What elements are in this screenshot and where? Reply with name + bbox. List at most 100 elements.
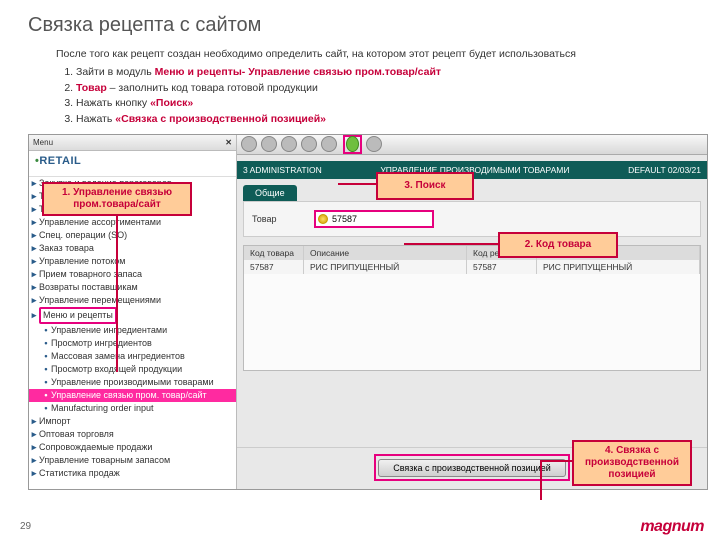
tree-label: Меню и рецепты — [39, 307, 117, 324]
tree-label: Сопровождаемые продажи — [39, 441, 152, 454]
expand-icon: ▸ — [29, 467, 39, 480]
tree-node[interactable]: ▸Меню и рецепты — [29, 307, 236, 324]
tree-node[interactable]: •Управление связью пром. товар/сайт — [29, 389, 236, 402]
bullet-icon: • — [41, 363, 51, 376]
tree-label: Управление товарным запасом — [39, 454, 170, 467]
expand-icon: ▸ — [29, 294, 39, 307]
toolbar-btn[interactable] — [321, 136, 337, 152]
tovar-input[interactable] — [332, 214, 410, 224]
expand-icon: ▸ — [29, 255, 39, 268]
tree-node[interactable]: ▸Возвраты поставщикам — [29, 281, 236, 294]
expand-icon: ▸ — [29, 242, 39, 255]
expand-icon: ▸ — [29, 190, 39, 203]
tab-general[interactable]: Общие — [243, 185, 297, 201]
result-grid: Код товара Описание Код рецепта Рецептур… — [243, 245, 701, 371]
tree-node[interactable]: ▸Сопровождаемые продажи — [29, 441, 236, 454]
toolbar-btn[interactable] — [241, 136, 257, 152]
col-code: Код товара — [244, 246, 304, 260]
search-button-highlight — [343, 135, 362, 154]
callout-4: 4. Связка с производственной позицией — [572, 440, 692, 486]
tree-label: Спец. операции (SO) — [39, 229, 127, 242]
tree-label: Заказ товара — [39, 242, 94, 255]
bullet-icon: • — [41, 324, 51, 337]
instructions: После того как рецепт создан необходимо … — [60, 47, 690, 128]
grid-row[interactable]: 57587 РИС ПРИПУЩЕННЫЙ 57587 РИС ПРИПУЩЕН… — [244, 260, 700, 274]
toolbar-btn[interactable] — [366, 136, 382, 152]
tree-node[interactable]: ▸Управление потоком — [29, 255, 236, 268]
tree-node[interactable]: •Массовая замена ингредиентов — [29, 350, 236, 363]
tree-node[interactable]: •Manufacturing order input — [29, 402, 236, 415]
bullet-icon: • — [41, 402, 51, 415]
tree-node[interactable]: ▸Импорт — [29, 415, 236, 428]
step-4: Нажать «Связка с производственной позици… — [76, 112, 690, 128]
cell: 57587 — [244, 260, 304, 274]
close-icon[interactable]: ✕ — [225, 138, 232, 147]
expand-icon: ▸ — [29, 177, 39, 190]
tree-label: Управление связью пром. товар/сайт — [51, 389, 207, 402]
page-number: 29 — [20, 521, 31, 532]
search-button[interactable] — [346, 136, 359, 152]
form-area: Товар — [243, 201, 701, 237]
brand-logo: magnum — [640, 518, 704, 536]
admin-right: DEFAULT 02/03/21 — [628, 165, 701, 175]
callout-2-line — [404, 243, 498, 245]
tree-label: Прием товарного запаса — [39, 268, 142, 281]
toolbar — [237, 135, 707, 155]
nav-tree[interactable]: ▸Закупка и ведение переговоров▸Товары▸То… — [29, 177, 236, 480]
tree-node[interactable]: •Просмотр ингредиентов — [29, 337, 236, 350]
expand-icon: ▸ — [29, 268, 39, 281]
slide-title: Связка рецепта с сайтом — [0, 0, 720, 47]
expand-icon: ▸ — [29, 428, 39, 441]
tree-label: Управление потоком — [39, 255, 125, 268]
tree-node[interactable]: ▸Заказ товара — [29, 242, 236, 255]
tree-node[interactable]: ▸Прием товарного запаса — [29, 268, 236, 281]
callout-1: 1. Управление связью пром.товара/сайт — [42, 182, 192, 216]
expand-icon: ▸ — [29, 216, 39, 229]
expand-icon: ▸ — [29, 441, 39, 454]
tree-label: Импорт — [39, 415, 70, 428]
callout-3-line — [338, 183, 376, 185]
tree-label: Управление производимыми товарами — [51, 376, 214, 389]
toolbar-btn[interactable] — [261, 136, 277, 152]
tovar-field-highlight — [314, 210, 434, 228]
bullet-icon: • — [41, 376, 51, 389]
expand-icon: ▸ — [29, 281, 39, 294]
tree-label: Управление ингредиентами — [51, 324, 167, 337]
cell: 57587 — [467, 260, 537, 274]
step-2: Товар – заполнить код товара готовой про… — [76, 81, 690, 97]
tree-node[interactable]: •Управление ингредиентами — [29, 324, 236, 337]
callout-1-line — [116, 214, 118, 372]
tree-node[interactable]: ▸Статистика продаж — [29, 467, 236, 480]
grid-empty — [244, 274, 700, 370]
tree-node[interactable]: ▸Управление товарным запасом — [29, 454, 236, 467]
tree-label: Управление перемещениями — [39, 294, 161, 307]
admin-left: 3 ADMINISTRATION — [243, 165, 322, 175]
callout-4-line1 — [540, 460, 572, 462]
grid-header: Код товара Описание Код рецепта Рецептур… — [244, 246, 700, 260]
callout-2: 2. Код товара — [498, 232, 618, 258]
tree-label: Статистика продаж — [39, 467, 120, 480]
tree-node[interactable]: ▸Оптовая торговля — [29, 428, 236, 441]
intro-text: После того как рецепт создан необходимо … — [56, 47, 690, 63]
tree-node[interactable]: ▸Управление перемещениями — [29, 294, 236, 307]
product-icon — [318, 214, 328, 224]
toolbar-btn[interactable] — [301, 136, 317, 152]
cell: РИС ПРИПУЩЕННЫЙ — [304, 260, 467, 274]
callout-4-line2 — [540, 460, 542, 500]
tree-label: Управление ассортиментами — [39, 216, 161, 229]
retail-logo: •RETAIL — [29, 151, 236, 177]
bullet-icon: • — [41, 389, 51, 402]
tree-label: Просмотр ингредиентов — [51, 337, 152, 350]
toolbar-btn[interactable] — [281, 136, 297, 152]
link-prod-position-button[interactable]: Связка с производственной позицией — [378, 459, 566, 477]
admin-title: УПРАВЛЕНИЕ ПРОИЗВОДИМЫМИ ТОВАРАМИ — [322, 165, 628, 175]
tovar-label: Товар — [252, 214, 308, 224]
tree-node[interactable]: ▸Спец. операции (SO) — [29, 229, 236, 242]
tree-node[interactable]: •Управление производимыми товарами — [29, 376, 236, 389]
tree-node[interactable]: •Просмотр входящей продукции — [29, 363, 236, 376]
tree-label: Оптовая торговля — [39, 428, 114, 441]
tree-label: Возвраты поставщикам — [39, 281, 138, 294]
tree-node[interactable]: ▸Управление ассортиментами — [29, 216, 236, 229]
sidebar-header: Menu ✕ — [29, 135, 236, 151]
bullet-icon: • — [41, 337, 51, 350]
